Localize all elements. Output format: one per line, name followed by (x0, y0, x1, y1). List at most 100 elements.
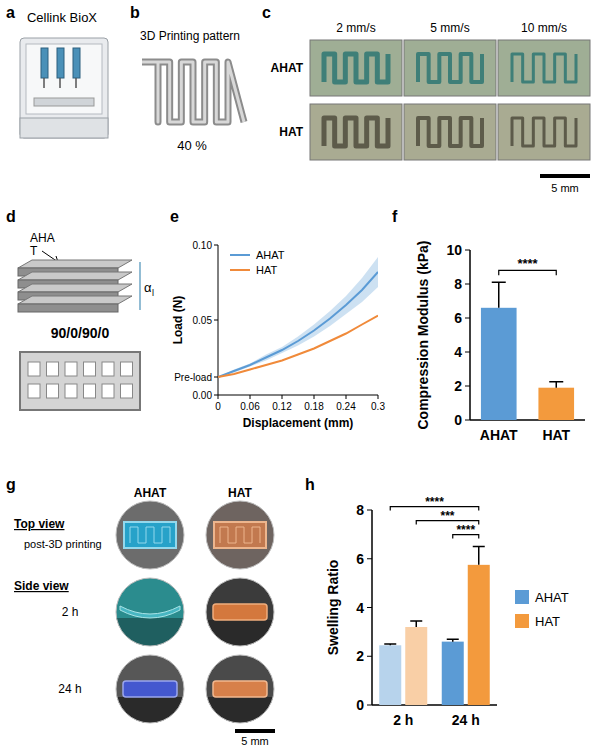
photo (116, 501, 184, 569)
y-tick (367, 656, 372, 657)
significance-label: **** (517, 256, 538, 271)
y-tick (367, 510, 372, 511)
significance-label: **** (456, 523, 475, 537)
pattern-pore (121, 384, 133, 398)
photo-frame (206, 501, 274, 569)
section-label: Top view (14, 517, 65, 531)
scaffold (120, 606, 180, 618)
scaffold (213, 604, 267, 620)
print-path-highlight (142, 62, 244, 122)
significance-label: **** (425, 495, 444, 509)
y-axis-label: Compression Modulus (kPa) (415, 240, 431, 429)
x-tick-label: 0.12 (272, 401, 292, 412)
legend-swatch (230, 254, 250, 256)
panel-letter: f (392, 208, 398, 225)
printed-filament (324, 118, 388, 146)
y-tick-label: 6 (454, 310, 462, 326)
column-label: HAT (228, 486, 252, 500)
confidence-band (218, 257, 378, 377)
pattern-pore (47, 384, 59, 398)
column-label: 10 mm/s (521, 21, 567, 35)
pattern-pore (102, 362, 114, 376)
photo-background (206, 501, 274, 569)
legend-label: HAT (256, 264, 277, 276)
syringe (57, 48, 64, 78)
photo-frame (116, 501, 184, 569)
scaffold-texture (130, 527, 170, 543)
x-tick-label: 0.24 (336, 401, 356, 412)
panel-letter: h (305, 476, 315, 493)
x-tick-label: 0.18 (304, 401, 324, 412)
error-bar (447, 639, 459, 641)
printer-base (20, 118, 108, 138)
y-tick (465, 284, 470, 285)
photo (116, 578, 184, 648)
pattern-label: 90/0/90/0 (51, 325, 110, 341)
bar (481, 308, 517, 420)
x-tick-label: 0 (215, 401, 221, 412)
material-label: AHA (30, 231, 55, 245)
y-tick-label: Pre-load (174, 372, 212, 383)
angle-label: α (144, 280, 152, 295)
y-tick (214, 395, 218, 396)
layer (18, 304, 118, 312)
x-tick-label: 24 h (452, 712, 480, 728)
printer-window (26, 44, 102, 114)
x-axis-label: Displacement (mm) (243, 416, 354, 430)
y-tick (465, 250, 470, 251)
y-axis-label: Swelling Ratio (325, 560, 341, 656)
series-line (218, 272, 378, 377)
row-label: 24 h (58, 682, 81, 696)
legend-label: AHAT (256, 249, 285, 261)
pattern-pore (102, 384, 114, 398)
pattern-pore (65, 384, 77, 398)
photo-frame (116, 578, 184, 646)
scaffold (124, 522, 176, 548)
x-tick-label: 0.3 (371, 401, 385, 412)
print-bed (34, 98, 94, 106)
nozzle (59, 78, 61, 88)
error-bar (549, 382, 563, 388)
printer-body (20, 38, 108, 138)
photo (310, 40, 402, 96)
plot-area (218, 257, 378, 377)
scale-bar (540, 174, 590, 178)
photo-frame (206, 655, 274, 723)
row-label: post-3D printing (24, 538, 102, 550)
y-tick (465, 386, 470, 387)
printed-filament (324, 54, 388, 82)
figure: aCellink BioXb3D Printing pattern40 %c2 … (0, 0, 600, 747)
y-tick-label: 8 (356, 502, 364, 518)
y-tick-label: 0.00 (193, 390, 213, 401)
legend-swatch (515, 614, 529, 628)
bar (442, 642, 464, 705)
legend-swatch (230, 269, 250, 271)
pattern-pore (47, 362, 59, 376)
layer-top (18, 284, 132, 292)
x-tick (346, 395, 347, 399)
scaffold-texture (220, 527, 260, 543)
photo (206, 655, 274, 727)
bar (379, 645, 401, 705)
y-tick (465, 318, 470, 319)
pattern-pore (28, 384, 40, 398)
legend-label: AHAT (535, 590, 569, 605)
section-label: Side view (14, 579, 69, 593)
printed-filament (418, 118, 482, 146)
photo (498, 40, 590, 96)
panel-letter: e (170, 208, 179, 225)
y-tick (465, 420, 470, 421)
scale-bar-label: 5 mm (551, 182, 579, 194)
printed-filament (512, 118, 576, 146)
row-label: HAT (279, 125, 303, 139)
photo (206, 578, 274, 650)
legend-swatch (515, 590, 529, 604)
panel-letter: g (6, 476, 16, 493)
y-tick (367, 558, 372, 559)
scaffold (214, 522, 266, 548)
y-tick (214, 377, 218, 378)
row-label: 2 h (62, 605, 79, 619)
photo (206, 501, 274, 569)
x-tick-label: HAT (542, 427, 570, 443)
panel-title: Cellink BioX (27, 10, 97, 25)
